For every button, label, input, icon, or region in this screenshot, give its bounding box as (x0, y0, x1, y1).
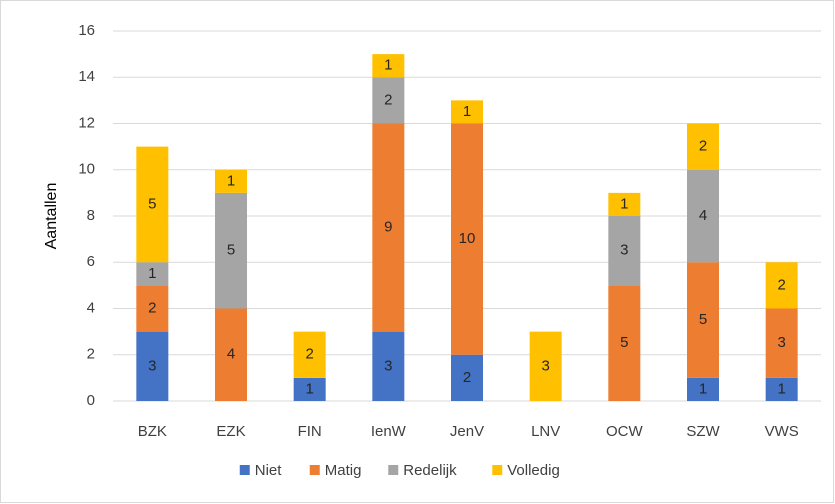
data-label: 9 (384, 219, 392, 236)
y-tick-label: 4 (87, 299, 95, 316)
y-tick-label: 6 (87, 253, 95, 270)
data-label: 3 (620, 242, 628, 259)
y-axis-label: Aantallen (43, 183, 60, 250)
data-label: 3 (384, 357, 392, 374)
data-label: 1 (699, 380, 707, 397)
data-label: 1 (148, 265, 156, 282)
data-label: 1 (463, 103, 471, 120)
data-label: 2 (384, 91, 392, 108)
bar-segment (687, 262, 719, 378)
bar-segment (136, 285, 169, 332)
bar-segment (687, 377, 719, 401)
x-tick-label: SZW (686, 423, 720, 440)
data-label: 1 (227, 172, 235, 189)
bar-segment (293, 331, 326, 378)
x-tick-label: IenW (371, 423, 407, 440)
bar-segment (765, 262, 798, 309)
data-label: 3 (148, 357, 156, 374)
legend-label: Volledig (507, 462, 560, 479)
data-label: 5 (148, 195, 156, 212)
bar-segment (136, 146, 169, 263)
data-label: 5 (699, 311, 707, 328)
bar-segment (687, 169, 719, 263)
y-tick-label: 14 (78, 68, 95, 85)
data-label: 1 (384, 57, 392, 74)
bar-segment (451, 354, 483, 401)
x-tick-label: EZK (216, 423, 245, 440)
y-tick-label: 16 (78, 22, 95, 39)
data-label: 10 (459, 230, 476, 247)
bar-segment (215, 169, 247, 193)
bar-segment (608, 216, 641, 286)
bar-segment (451, 123, 483, 355)
data-label: 5 (227, 242, 235, 259)
bar-segment (451, 100, 483, 124)
data-label: 4 (699, 207, 707, 224)
legend-swatch (309, 465, 320, 475)
data-label: 1 (620, 195, 628, 212)
legend-swatch (239, 465, 250, 475)
data-label: 4 (227, 346, 235, 363)
bar-segment (687, 123, 719, 170)
bar-segment (529, 331, 562, 401)
bar-segment (765, 377, 798, 401)
y-tick-label: 2 (87, 346, 95, 363)
x-tick-label: VWS (765, 423, 799, 440)
data-label: 2 (463, 369, 471, 386)
legend-label: Redelijk (403, 462, 457, 479)
x-tick-label: FIN (298, 423, 322, 440)
legend-label: Matig (325, 462, 362, 479)
y-tick-label: 8 (87, 207, 95, 224)
bar-segment (372, 54, 405, 78)
data-label: 2 (699, 138, 707, 155)
bar-segment (608, 285, 641, 401)
y-tick-label: 12 (78, 114, 95, 131)
data-label: 2 (777, 276, 785, 293)
data-label: 1 (777, 380, 785, 397)
legend-swatch (492, 465, 503, 475)
bar-segment (372, 123, 405, 332)
bar-segment (765, 308, 798, 378)
bar-segment (372, 77, 405, 124)
data-label: 2 (148, 299, 156, 316)
bar-segment (215, 308, 247, 401)
bar-segment (215, 192, 247, 309)
legend-label: Niet (255, 462, 283, 479)
x-tick-label: JenV (450, 423, 484, 440)
data-label: 3 (541, 357, 549, 374)
bar-segment (136, 262, 169, 286)
y-tick-label: 0 (87, 392, 95, 409)
x-tick-label: BZK (138, 423, 167, 440)
data-label: 1 (305, 380, 313, 397)
data-label: 5 (620, 334, 628, 351)
legend-swatch (388, 465, 399, 475)
bar-segment (608, 192, 641, 216)
data-label: 3 (777, 334, 785, 351)
x-tick-label: LNV (531, 423, 560, 440)
bar-segment (136, 331, 169, 401)
bar-segment (293, 377, 326, 401)
y-tick-label: 10 (78, 161, 95, 178)
data-label: 2 (305, 346, 313, 363)
bar-segment (372, 331, 405, 401)
x-tick-label: OCW (606, 423, 644, 440)
